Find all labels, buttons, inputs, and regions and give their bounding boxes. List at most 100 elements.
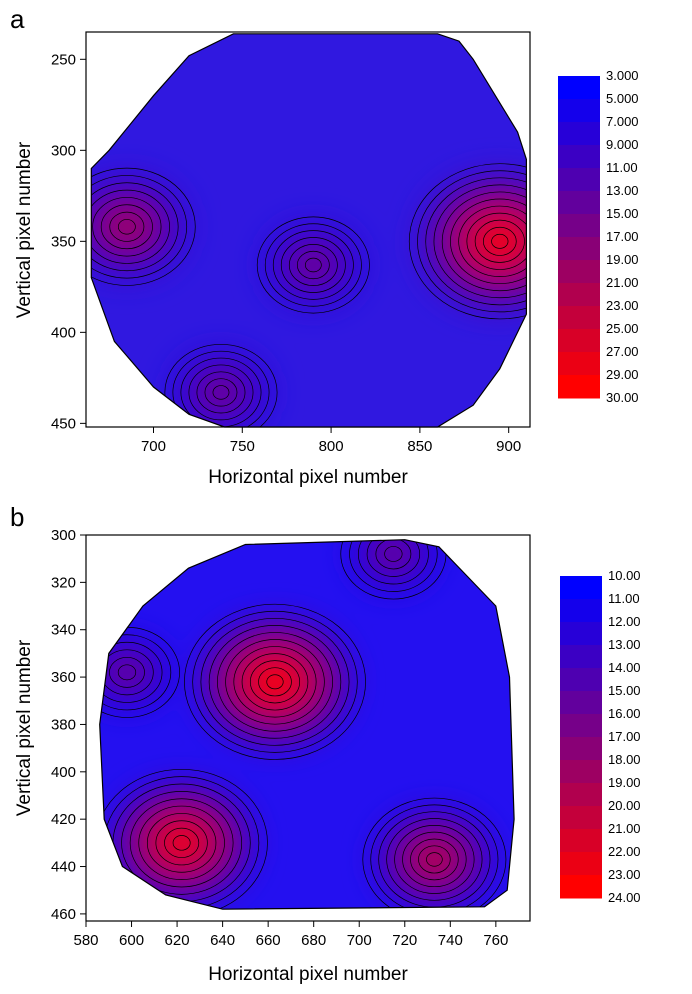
legend-label: 11.00 — [608, 591, 640, 606]
legend-swatch — [560, 852, 602, 876]
y-tick-label: 440 — [51, 859, 76, 876]
legend-swatch — [558, 306, 600, 330]
legend-swatch — [558, 283, 600, 307]
y-tick-label: 350 — [51, 233, 76, 250]
contour-field — [74, 509, 514, 921]
legend-swatch — [558, 352, 600, 376]
x-tick-label: 900 — [496, 438, 521, 455]
legend-label: 11.00 — [606, 160, 638, 175]
x-tick-label: 600 — [119, 932, 144, 949]
legend-swatch — [560, 668, 602, 692]
legend-swatch — [558, 168, 600, 192]
legend-swatch — [560, 599, 602, 623]
legend-label: 30.00 — [606, 390, 639, 405]
legend-label: 27.00 — [606, 344, 639, 359]
x-tick-label: 620 — [165, 932, 190, 949]
x-axis: 700 750 800 850 900 — [141, 427, 521, 455]
legend-label: 19.00 — [606, 252, 639, 267]
y-tick-label: 340 — [51, 622, 76, 639]
hotspot-4 — [386, 547, 401, 560]
y-axis-label: Vertical pixel number — [14, 639, 35, 816]
x-tick-label: 680 — [301, 932, 326, 949]
legend-swatch — [558, 375, 600, 399]
legend-label: 23.00 — [606, 298, 639, 313]
legend-label: 23.00 — [608, 867, 641, 882]
panel-b: b 580 600 620 640 660 680 700 720 740 760 3003203… — [10, 502, 641, 985]
y-tick-label: 400 — [51, 764, 76, 781]
y-axis-label: Vertical pixel number — [14, 141, 35, 318]
y-tick-label: 450 — [51, 415, 76, 432]
legend-swatch — [558, 329, 600, 353]
y-tick-label: 300 — [51, 142, 76, 159]
legend-label: 13.00 — [606, 183, 639, 198]
x-tick-label: 640 — [210, 932, 235, 949]
legend-label: 3.000 — [606, 68, 639, 83]
color-legend: 10.00 11.00 12.00 13.00 14.00 15.00 16.00 17.00… — [560, 568, 641, 905]
legend-label: 13.00 — [608, 637, 641, 652]
legend-label: 20.00 — [608, 798, 641, 813]
y-tick-label: 400 — [51, 324, 76, 341]
y-tick-label: 250 — [51, 51, 76, 68]
x-axis: 580 600 620 640 660 680 700 720 740 760 — [73, 921, 508, 949]
x-tick-label: 800 — [319, 438, 344, 455]
y-tick-label: 300 — [51, 527, 76, 544]
y-tick-label: 460 — [51, 906, 76, 923]
panel-a: a 700 750 800 850 900 250 300 350 400 450 Horizo… — [10, 4, 639, 488]
legend-swatch — [558, 214, 600, 238]
legend-label: 21.00 — [606, 275, 639, 290]
legend-swatch — [560, 622, 602, 646]
x-tick-label: 580 — [73, 932, 98, 949]
y-axis: 250 300 350 400 450 — [51, 51, 86, 432]
legend-swatch — [558, 122, 600, 146]
legend-label: 15.00 — [608, 683, 641, 698]
legend-label: 18.00 — [608, 752, 641, 767]
legend-swatch — [560, 576, 602, 600]
legend-label: 9.000 — [606, 137, 639, 152]
legend-label: 17.00 — [606, 229, 639, 244]
legend-label: 10.00 — [608, 568, 641, 583]
color-legend: 3.000 5.000 7.000 9.000 11.00 13.00 15.00 17.00… — [558, 68, 639, 405]
y-axis: 300 320 340 360 380 400 420 440 460 — [51, 527, 86, 923]
hotspot-0 — [262, 671, 288, 694]
x-axis-label: Horizontal pixel number — [208, 964, 408, 985]
x-tick-label: 700 — [141, 438, 166, 455]
x-axis-label: Horizontal pixel number — [208, 467, 408, 488]
legend-label: 14.00 — [608, 660, 641, 675]
legend-label: 22.00 — [608, 844, 641, 859]
hotspot-3 — [119, 666, 134, 679]
contour-field — [58, 34, 590, 441]
y-tick-label: 380 — [51, 716, 76, 733]
y-tick-label: 320 — [51, 574, 76, 591]
legend-swatch — [560, 737, 602, 761]
legend-label: 12.00 — [608, 614, 641, 629]
legend-swatch — [558, 237, 600, 261]
legend-label: 19.00 — [608, 775, 641, 790]
x-tick-label: 700 — [347, 932, 372, 949]
legend-swatch — [558, 76, 600, 100]
legend-swatch — [558, 99, 600, 123]
hotspot-0 — [117, 218, 137, 235]
legend-swatch — [560, 783, 602, 807]
plot-area: 700 750 800 850 900 250 300 350 400 450 — [51, 32, 590, 455]
legend-label: 25.00 — [606, 321, 639, 336]
legend-swatch — [560, 806, 602, 830]
legend-label: 21.00 — [608, 821, 641, 836]
legend-swatch — [558, 145, 600, 169]
y-tick-label: 360 — [51, 669, 76, 686]
legend-label: 29.00 — [606, 367, 639, 382]
legend-swatch — [560, 691, 602, 715]
x-tick-label: 740 — [438, 932, 463, 949]
legend-label: 16.00 — [608, 706, 641, 721]
legend-swatch — [560, 714, 602, 738]
hotspot-1 — [487, 230, 513, 253]
legend-swatch — [560, 760, 602, 784]
legend-swatch — [558, 191, 600, 215]
x-tick-label: 760 — [483, 932, 508, 949]
legend-label: 24.00 — [608, 890, 641, 905]
legend-swatch — [560, 875, 602, 899]
x-tick-label: 850 — [407, 438, 432, 455]
legend-label: 17.00 — [608, 729, 641, 744]
panel-label: a — [10, 4, 25, 34]
hotspot-2 — [424, 851, 445, 869]
